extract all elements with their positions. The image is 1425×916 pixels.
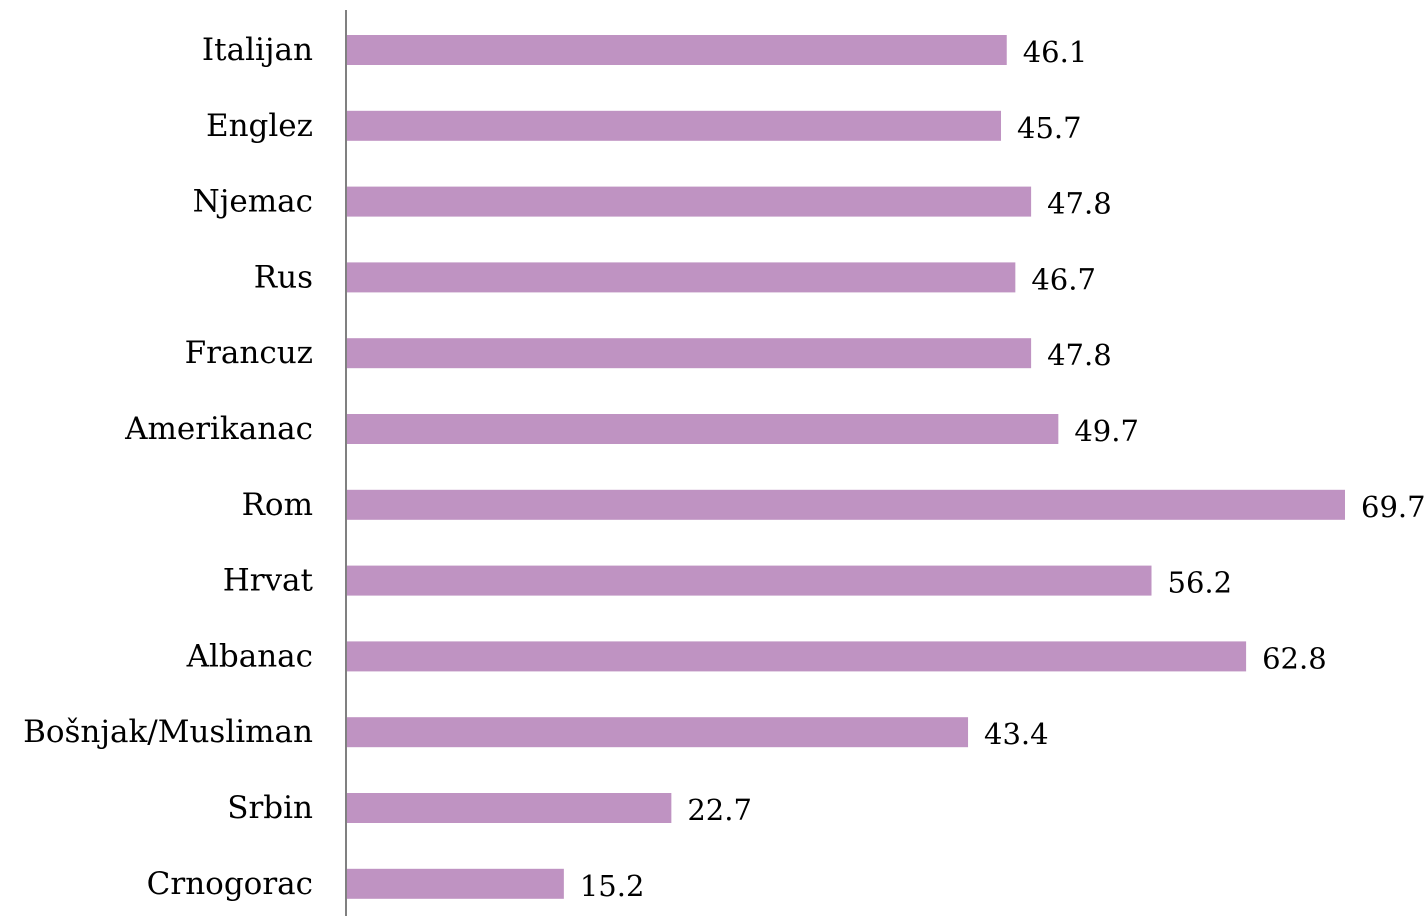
category-label: Rom	[242, 487, 313, 523]
value-label: 46.7	[1031, 262, 1096, 296]
value-label: 56.2	[1168, 566, 1233, 600]
value-label: 45.7	[1017, 111, 1082, 145]
value-label: 62.8	[1262, 641, 1327, 675]
value-label: 22.7	[687, 793, 752, 827]
bar-10	[346, 793, 672, 823]
value-label: 47.8	[1047, 187, 1112, 221]
value-labels-group: 46.1 45.7 47.8 46.7 47.8 49.7 69.7 56.2 62.8 43.4…	[580, 35, 1425, 903]
value-label: 46.1	[1023, 35, 1088, 69]
bar-7	[346, 565, 1152, 596]
bar-0	[346, 35, 1007, 65]
category-label: Amerikanac	[124, 411, 313, 447]
value-label: 47.8	[1047, 338, 1112, 372]
category-label: Njemac	[193, 184, 313, 220]
bar-9	[346, 717, 969, 748]
category-label: Englez	[206, 108, 313, 144]
category-label: Francuz	[185, 335, 313, 371]
value-label: 69.7	[1361, 490, 1425, 524]
bar-1	[346, 110, 1002, 141]
bar-4	[346, 338, 1032, 369]
bar-6	[346, 489, 1345, 520]
category-label: Italijan	[202, 32, 313, 68]
bar-2	[346, 186, 1032, 217]
value-label: 49.7	[1074, 414, 1139, 448]
bar-5	[346, 414, 1059, 444]
bar-3	[346, 262, 1016, 293]
category-label: Albanac	[186, 638, 313, 674]
category-labels-group: Italijan Englez Njemac Rus Francuz Amerikanac…	[23, 32, 313, 902]
category-label: Crnogorac	[147, 866, 313, 902]
category-label: Srbin	[227, 790, 313, 826]
category-label: Rus	[254, 259, 313, 295]
value-label: 15.2	[580, 869, 645, 903]
bars-group	[346, 35, 1345, 899]
category-label: Bošnjak/Musliman	[23, 714, 313, 750]
category-label: Hrvat	[223, 563, 314, 599]
bar-11	[346, 868, 564, 899]
bar-8	[346, 641, 1247, 672]
value-label: 43.4	[984, 717, 1049, 751]
